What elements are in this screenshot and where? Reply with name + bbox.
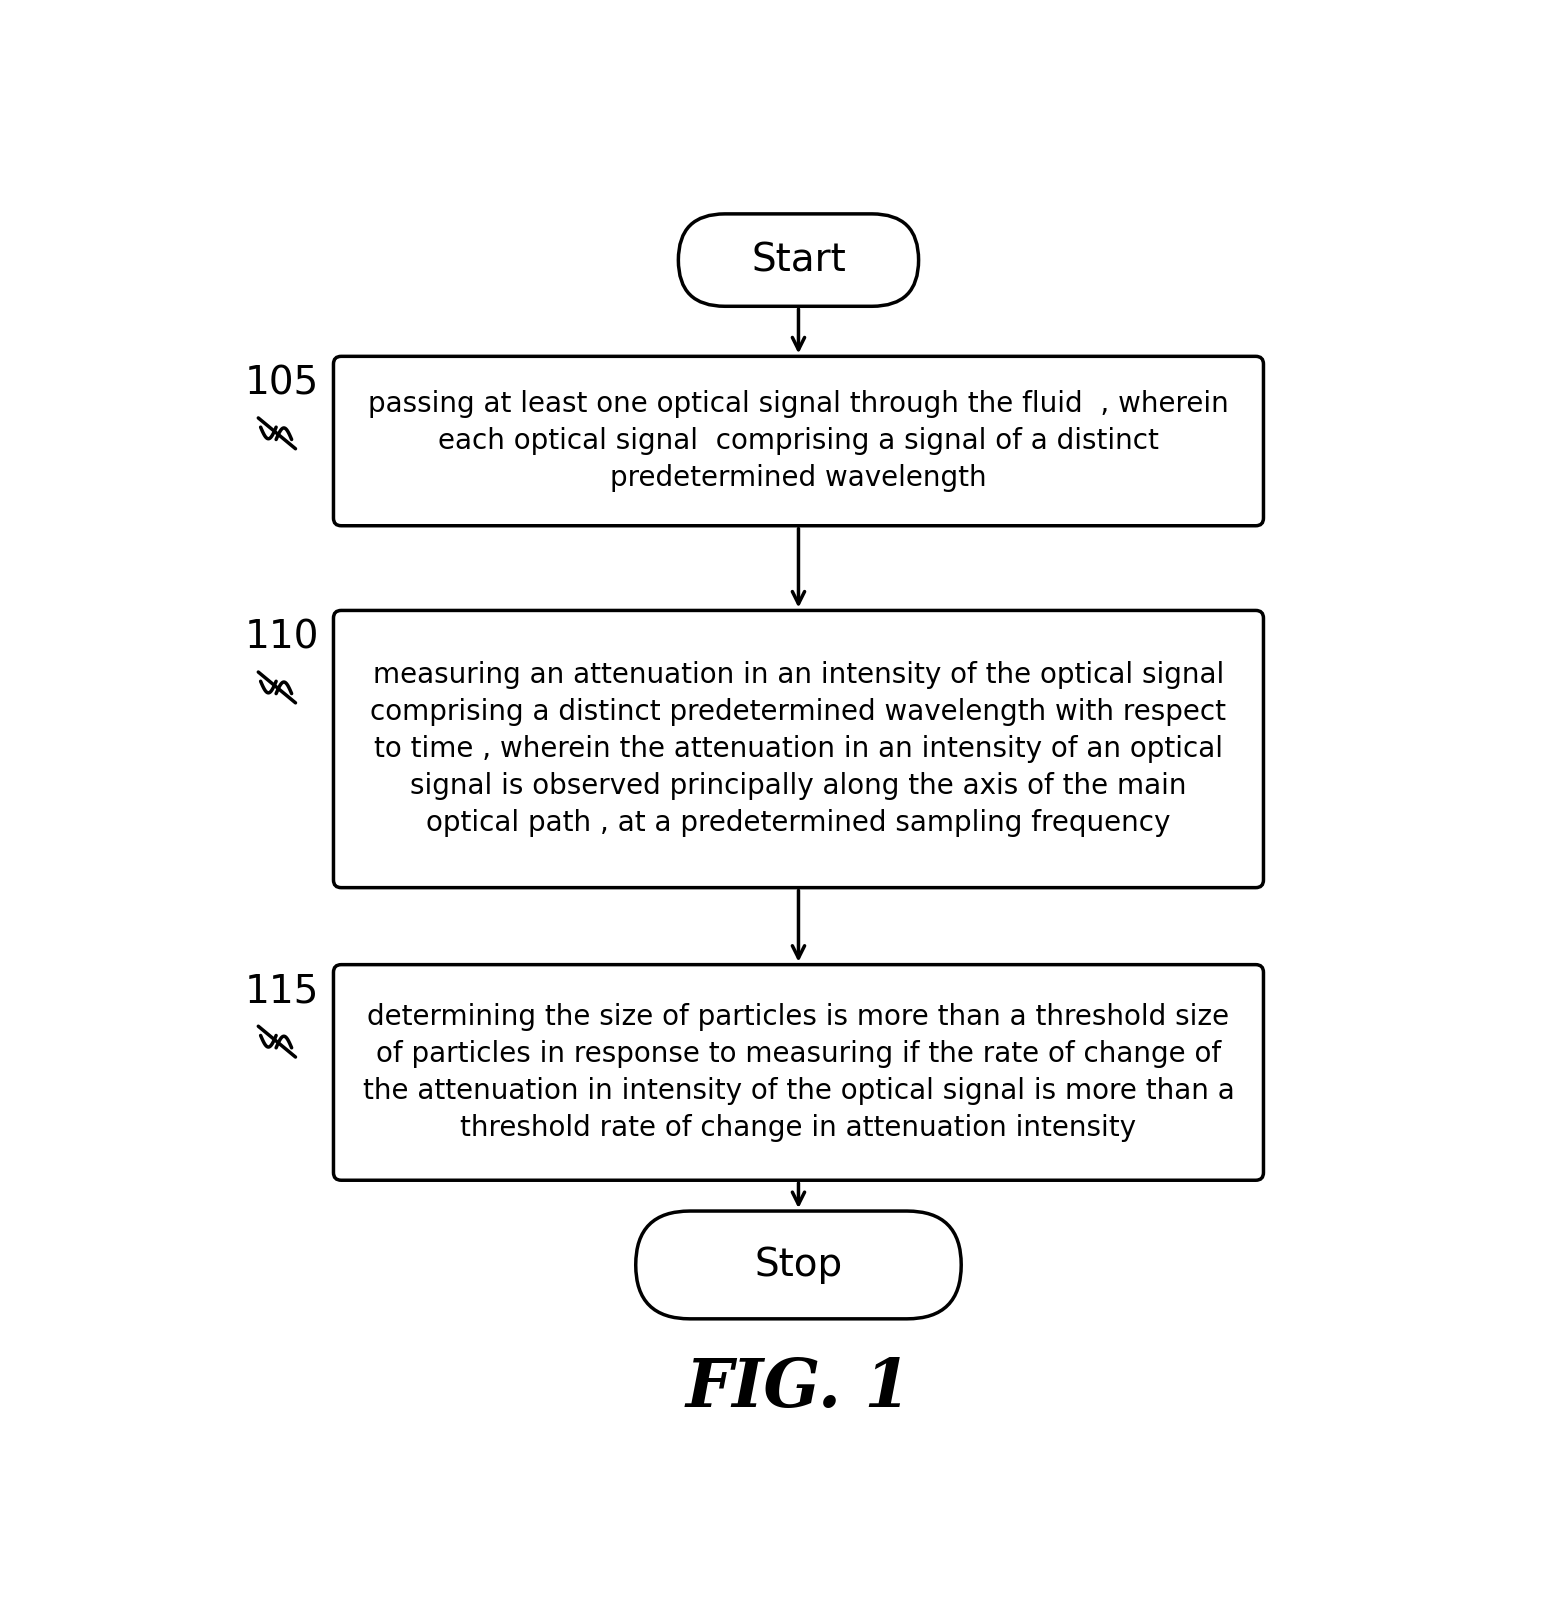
FancyBboxPatch shape <box>636 1212 961 1319</box>
Text: determining the size of particles is more than a threshold size
of particles in : determining the size of particles is mor… <box>363 1004 1234 1142</box>
Text: Stop: Stop <box>754 1246 843 1285</box>
Text: 110: 110 <box>245 618 319 657</box>
Text: Start: Start <box>751 242 846 279</box>
Text: passing at least one optical signal through the fluid  , wherein
each optical si: passing at least one optical signal thro… <box>368 391 1229 491</box>
FancyBboxPatch shape <box>333 610 1264 887</box>
FancyBboxPatch shape <box>333 965 1264 1181</box>
Text: 115: 115 <box>245 973 319 1011</box>
Text: FIG. 1: FIG. 1 <box>686 1356 911 1421</box>
Text: measuring an attenuation in an intensity of the optical signal
comprising a dist: measuring an attenuation in an intensity… <box>371 662 1226 837</box>
Text: 105: 105 <box>245 365 319 402</box>
FancyBboxPatch shape <box>333 357 1264 526</box>
FancyBboxPatch shape <box>678 214 919 307</box>
